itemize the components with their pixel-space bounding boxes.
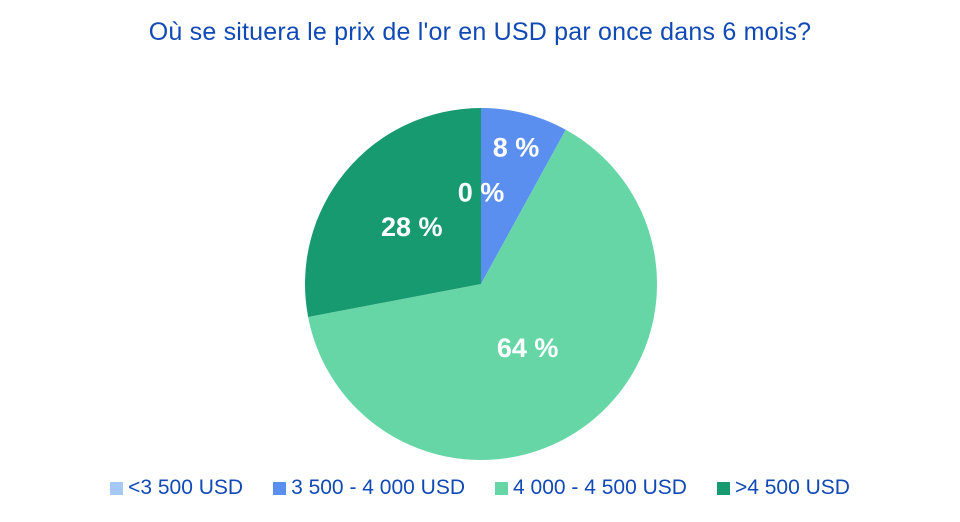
pie-slice-label-1: 8 % <box>493 133 540 163</box>
legend-item-2: 4 000 - 4 500 USD <box>495 476 687 500</box>
legend-item-label: >4 500 USD <box>734 476 850 499</box>
legend-swatch-icon <box>273 481 287 495</box>
legend-item-0: <3 500 USD <box>110 476 243 500</box>
legend-item-label: 3 500 - 4 000 USD <box>291 476 465 499</box>
chart-title: Où se situera le prix de l'or en USD par… <box>148 18 812 46</box>
legend-item-3: >4 500 USD <box>716 476 850 500</box>
pie-slice-label-0: 0 % <box>458 178 505 208</box>
legend-swatch-icon <box>110 481 124 495</box>
pie-slice-3 <box>305 108 481 317</box>
legend-item-label: 4 000 - 4 500 USD <box>513 476 687 499</box>
legend: <3 500 USD 3 500 - 4 000 USD 4 000 - 4 500… <box>0 476 960 500</box>
pie-slice-label-2: 64 % <box>497 333 559 363</box>
pie-slice-label-3: 28 % <box>381 212 443 242</box>
legend-item-1: 3 500 - 4 000 USD <box>273 476 465 500</box>
legend-swatch-icon <box>716 481 730 495</box>
legend-item-label: <3 500 USD <box>128 476 244 499</box>
pie-slice-2 <box>308 129 658 461</box>
legend-swatch-icon <box>495 481 508 495</box>
pie-slice-1 <box>481 107 566 284</box>
